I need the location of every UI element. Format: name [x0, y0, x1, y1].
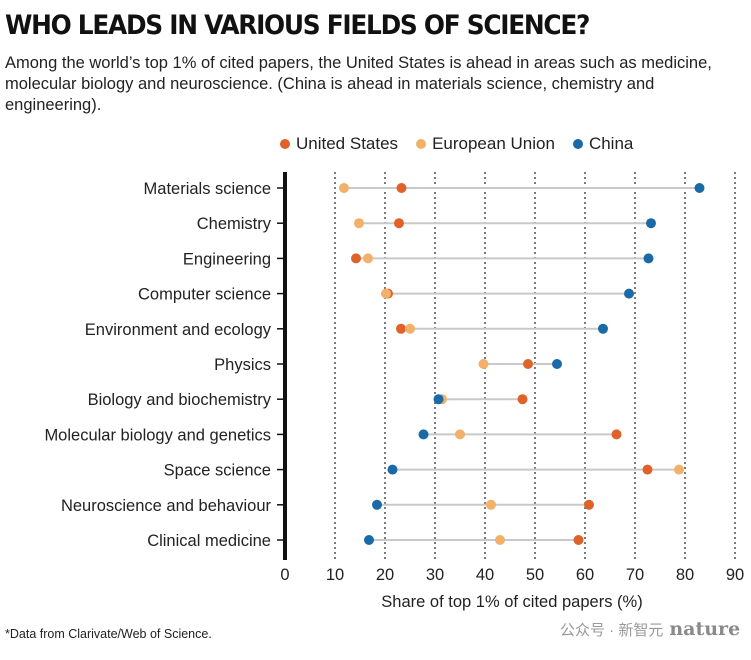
category-label-environment-and-ecology: Environment and ecology — [85, 321, 272, 339]
legend-marker-us — [280, 139, 290, 149]
point-us-clinical-medicine — [573, 535, 584, 545]
point-us-physics — [523, 359, 533, 369]
watermark: 公众号 · 新智元 nature — [560, 618, 740, 640]
legend-label-eu: European Union — [432, 134, 555, 153]
point-us-chemistry — [394, 218, 404, 229]
chart-title: WHO LEADS IN VARIOUS FIELDS OF SCIENCE? — [5, 10, 590, 41]
footnote: *Data from Clarivate/Web of Science. — [5, 627, 212, 641]
x-tick-label-40: 40 — [476, 566, 494, 584]
point-us-environment-and-ecology — [396, 323, 406, 334]
category-label-neuroscience-and-behaviour: Neuroscience and behaviour — [61, 497, 272, 515]
point-eu-computer-science — [381, 288, 391, 299]
category-label-physics: Physics — [214, 356, 271, 374]
chart-subtitle: Among the world’s top 1% of cited papers… — [5, 54, 712, 114]
point-eu-chemistry — [354, 218, 364, 229]
x-tick-label-50: 50 — [526, 566, 544, 584]
legend-label-china: China — [588, 134, 634, 153]
category-label-materials-science: Materials science — [144, 180, 271, 198]
x-tick-label-90: 90 — [726, 566, 744, 584]
point-eu-clinical-medicine — [495, 535, 505, 545]
x-tick-label-0: 0 — [280, 566, 289, 584]
point-china-chemistry — [646, 218, 656, 229]
point-us-materials-science — [396, 183, 407, 193]
legend-marker-eu — [416, 139, 427, 149]
legend: United States European Union China — [280, 134, 633, 154]
point-eu-neuroscience-and-behaviour — [486, 499, 496, 510]
point-china-neuroscience-and-behaviour — [372, 499, 382, 510]
legend-item-eu: European Union — [416, 134, 555, 154]
x-tick-label-70: 70 — [626, 566, 644, 584]
x-tick-label-10: 10 — [326, 566, 344, 584]
point-eu-physics — [478, 359, 489, 369]
point-china-materials-science — [694, 183, 705, 193]
point-china-biology-and-biochemistry — [433, 394, 444, 405]
point-china-clinical-medicine — [364, 535, 374, 545]
point-china-physics — [552, 359, 562, 369]
point-china-space-science — [387, 464, 398, 475]
category-label-engineering: Engineering — [183, 250, 271, 268]
x-axis-title: Share of top 1% of cited papers (%) — [381, 593, 642, 611]
point-china-computer-science — [624, 288, 634, 299]
legend-item-china: China — [572, 134, 634, 154]
point-eu-engineering — [363, 253, 373, 264]
category-label-chemistry: Chemistry — [197, 215, 272, 233]
point-us-neuroscience-and-behaviour — [584, 499, 594, 510]
point-eu-space-science — [674, 464, 684, 475]
legend-label-us: United States — [296, 134, 399, 153]
point-eu-molecular-biology-and-genetics — [455, 429, 465, 440]
point-china-molecular-biology-and-genetics — [418, 429, 429, 440]
x-tick-label-60: 60 — [576, 566, 594, 584]
legend-item-us: United States — [280, 134, 398, 154]
point-us-space-science — [642, 464, 653, 475]
watermark-source: 公众号 · 新智元 — [560, 621, 664, 639]
category-label-clinical-medicine: Clinical medicine — [147, 532, 271, 550]
x-tick-label-80: 80 — [676, 566, 694, 584]
x-tick-label-30: 30 — [426, 566, 444, 584]
point-china-engineering — [643, 253, 654, 264]
category-label-computer-science: Computer science — [138, 286, 271, 304]
point-us-biology-and-biochemistry — [517, 394, 528, 405]
point-us-molecular-biology-and-genetics — [611, 429, 622, 440]
watermark-brand: nature — [669, 618, 741, 640]
point-eu-materials-science — [339, 183, 349, 193]
point-us-engineering — [351, 253, 361, 264]
point-china-environment-and-ecology — [598, 323, 608, 334]
category-label-biology-and-biochemistry: Biology and biochemistry — [88, 391, 272, 409]
category-label-space-science: Space science — [164, 462, 271, 480]
legend-marker-china — [572, 139, 583, 149]
x-tick-label-20: 20 — [376, 566, 394, 584]
category-label-molecular-biology-and-genetics: Molecular biology and genetics — [44, 426, 271, 444]
point-eu-environment-and-ecology — [405, 323, 415, 334]
